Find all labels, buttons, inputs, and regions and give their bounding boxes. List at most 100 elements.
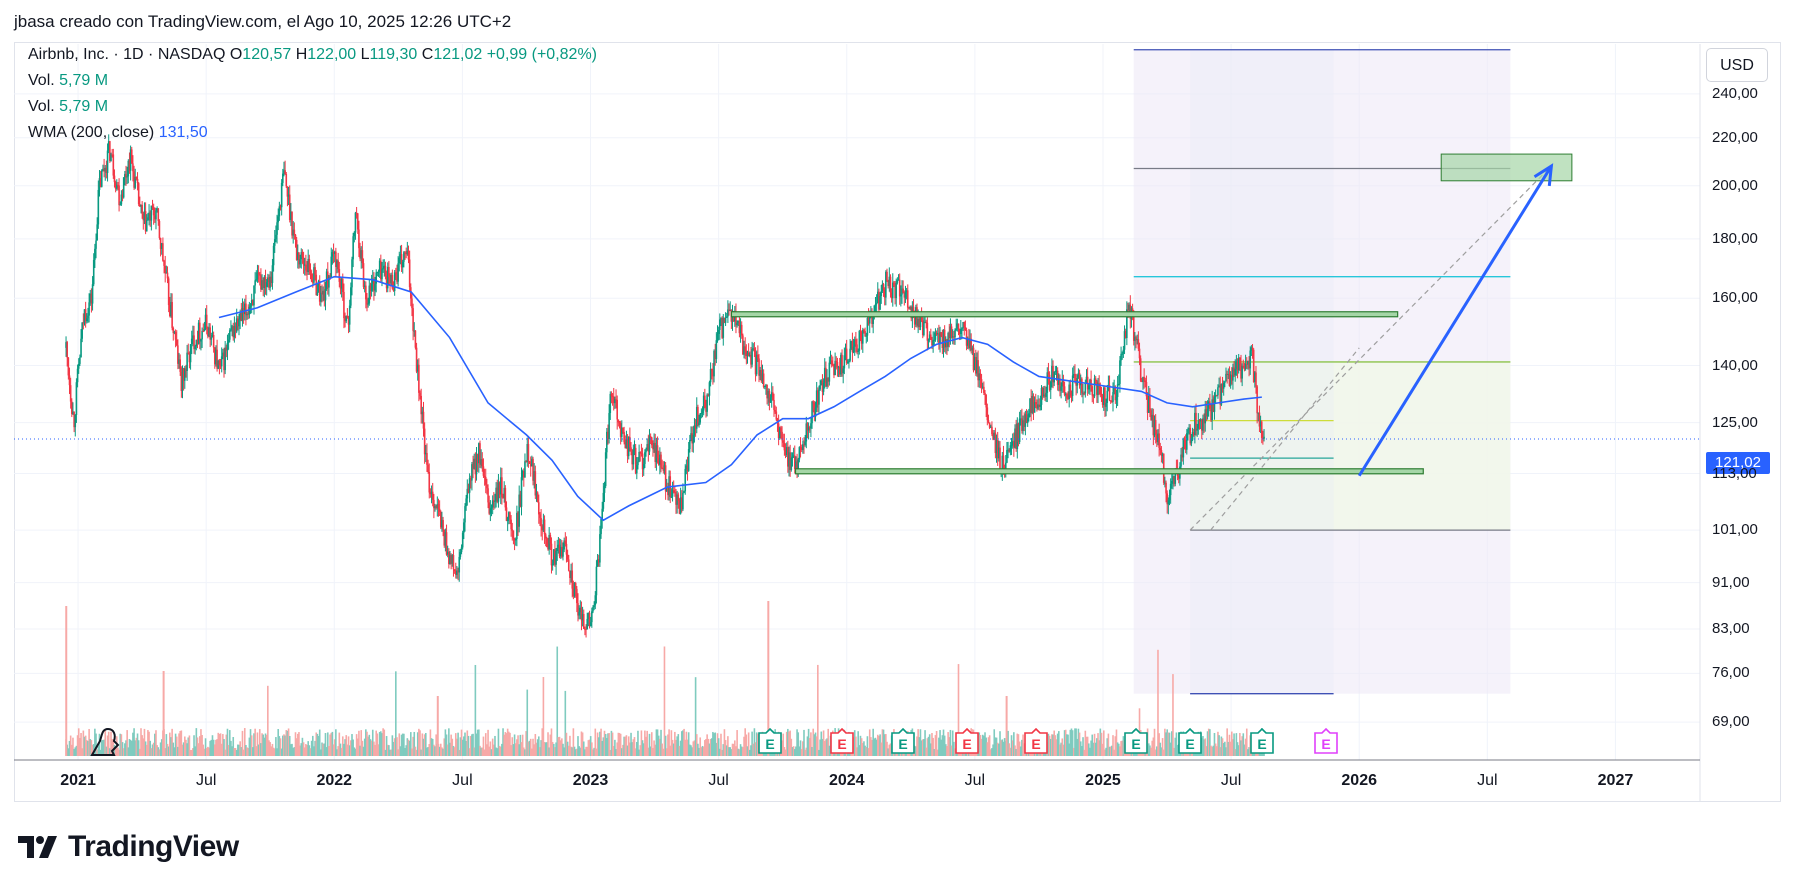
earnings-badge[interactable]: E — [1123, 728, 1149, 754]
volume-bar — [616, 742, 618, 756]
candle-body — [551, 563, 554, 566]
candle-body — [433, 499, 435, 509]
earnings-badge[interactable]: E — [1313, 728, 1339, 754]
candle-body — [878, 291, 880, 310]
volume-bar — [152, 742, 155, 756]
volume-bar — [129, 739, 132, 756]
candle-body — [174, 332, 177, 340]
volume-bar — [785, 731, 788, 756]
candle-body — [247, 313, 250, 315]
candle-body — [927, 339, 930, 341]
volume-bar — [134, 740, 137, 756]
candle-body — [143, 211, 146, 221]
earnings-badge[interactable]: E — [1023, 728, 1049, 754]
candle-body — [1052, 365, 1054, 383]
candle-body — [965, 330, 968, 346]
candle-body — [1099, 386, 1102, 394]
candle-body — [484, 477, 487, 485]
earnings-badge[interactable]: E — [890, 728, 916, 754]
candle-body — [757, 354, 759, 359]
volume-bar — [757, 733, 759, 756]
volume-bar — [989, 749, 992, 756]
volume-bar — [649, 746, 652, 756]
time-tick-label: Jul — [1477, 772, 1498, 789]
time-tick-label: Jul — [1220, 772, 1242, 789]
earnings-badge[interactable]: E — [954, 728, 980, 754]
volume-bar — [527, 741, 530, 756]
volume-bar — [621, 748, 623, 756]
tv-dino-icon — [90, 727, 120, 756]
tradingview-logo[interactable]: TradingView — [18, 830, 239, 864]
candle-body — [224, 347, 226, 371]
candle-body — [949, 326, 952, 339]
volume-bar — [950, 745, 953, 756]
legend-symbol[interactable]: Airbnb, Inc. · 1D · NASDAQ — [28, 46, 226, 63]
earnings-badge[interactable]: E — [829, 728, 855, 754]
legend-low-value: 119,30 — [369, 46, 418, 63]
candle-body — [1043, 394, 1045, 397]
volume-bar — [300, 743, 303, 756]
candle-body — [600, 518, 602, 535]
candle-body — [1233, 367, 1235, 376]
candle-body — [676, 494, 678, 505]
volume-bar — [254, 728, 256, 756]
candle-body — [141, 204, 143, 214]
volume-bar — [231, 746, 233, 756]
candle-body — [660, 454, 662, 468]
volume-bar — [218, 733, 221, 756]
candle-body — [556, 547, 559, 552]
candle-body — [1260, 421, 1263, 438]
volume-bar — [589, 736, 592, 756]
volume-bar — [499, 746, 502, 756]
volume-bar — [493, 744, 495, 756]
volume-bar — [380, 731, 382, 756]
volume-bar — [1239, 732, 1241, 756]
volume-bar — [1211, 746, 1213, 756]
candle-body — [1058, 378, 1060, 385]
volume-bar — [494, 735, 496, 756]
earnings-badge[interactable]: E — [1249, 728, 1275, 754]
candle-body — [1059, 378, 1061, 391]
volume-bar — [646, 730, 648, 756]
legend-volume-row-1[interactable]: Vol. 5,79 M — [28, 72, 108, 90]
candle-body — [713, 350, 715, 377]
candle-body — [119, 204, 122, 206]
candle-body — [144, 211, 147, 232]
volume-bar — [110, 731, 112, 756]
volume-bar — [193, 735, 195, 756]
legend-volume-row-2[interactable]: Vol. 5,79 M — [28, 98, 108, 116]
currency-button[interactable]: USD — [1706, 48, 1768, 82]
candle-body — [246, 313, 248, 316]
candle-body — [594, 595, 597, 606]
candle-body — [625, 439, 628, 449]
chart-frame[interactable] — [14, 42, 1781, 802]
earnings-badge[interactable]: E — [757, 728, 783, 754]
candle-body — [1010, 445, 1013, 447]
volume-bar — [156, 745, 158, 756]
candle-body — [962, 322, 964, 329]
candle-body — [167, 278, 170, 306]
volume-bar — [1023, 743, 1026, 756]
volume-bar — [151, 744, 154, 756]
candle-body — [318, 281, 321, 302]
candle-body — [928, 334, 931, 340]
candle-body — [1006, 449, 1008, 463]
volume-bar — [395, 671, 397, 756]
wma-200-line — [218, 275, 1262, 522]
volume-bar — [1047, 733, 1050, 756]
candle-body — [335, 251, 337, 267]
volume-bar — [1205, 746, 1208, 756]
volume-bar — [630, 732, 632, 756]
earnings-badge[interactable]: E — [1177, 728, 1203, 754]
candle-body — [202, 330, 205, 332]
volume-bar — [1049, 738, 1052, 756]
candle-body — [800, 447, 803, 450]
volume-bar — [458, 749, 461, 756]
legend-wma-row[interactable]: WMA (200, close) 131,50 — [28, 124, 208, 142]
volume-bar — [506, 728, 509, 756]
volume-bar — [305, 744, 307, 756]
candle-body — [293, 229, 296, 235]
candle-body — [707, 394, 710, 396]
volume-bar — [618, 732, 621, 756]
